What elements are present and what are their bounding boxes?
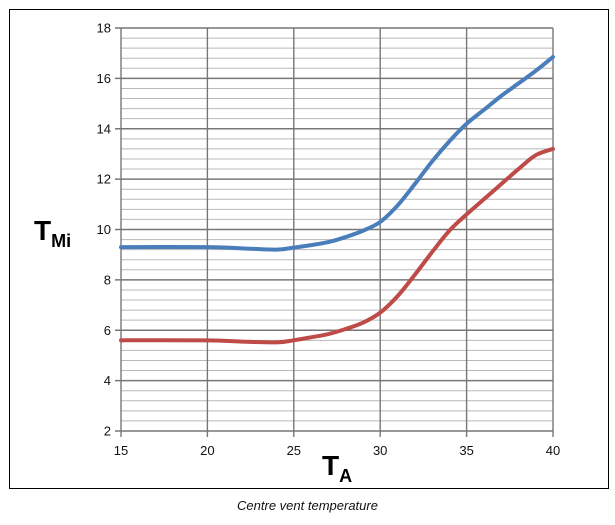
- y-axis-title-subscript: Mi: [51, 231, 71, 251]
- y-tick-label: 4: [104, 373, 111, 388]
- x-axis-title-main: T: [322, 450, 339, 481]
- series-line-2: [119, 146, 555, 345]
- y-tick-label: 12: [97, 172, 111, 187]
- x-axis-title: TA: [322, 450, 352, 486]
- y-axis-title-main: T: [34, 215, 51, 246]
- major-gridlines: [115, 27, 554, 437]
- x-tick-label: 15: [114, 443, 128, 458]
- minor-gridlines: [121, 37, 553, 422]
- x-tick-label: 40: [546, 443, 560, 458]
- y-axis-title: TMi: [34, 215, 71, 251]
- y-tick-label: 14: [97, 121, 111, 136]
- y-tick-label: 6: [104, 323, 111, 338]
- x-tick-label: 35: [459, 443, 473, 458]
- y-tick-label: 18: [97, 21, 111, 36]
- series-line-1: [119, 54, 555, 252]
- x-axis-title-subscript: A: [339, 466, 352, 486]
- x-tick-label: 30: [373, 443, 387, 458]
- y-tick-label: 2: [104, 424, 111, 439]
- y-tick-labels: 2 4 6 8 10 12 14 16 18: [97, 21, 111, 439]
- x-tick-label: 25: [287, 443, 301, 458]
- y-tick-label: 16: [97, 71, 111, 86]
- chart-frame: 15 20 25 30 35 40 2 4 6 8 10 12 14 16 18 TMi TA: [9, 9, 609, 489]
- x-tick-labels: 15 20 25 30 35 40: [114, 443, 560, 458]
- series-layer: [119, 54, 555, 345]
- chart-caption: Centre vent temperature: [237, 498, 378, 513]
- y-tick-label: 10: [97, 222, 111, 237]
- y-tick-label: 8: [104, 272, 111, 287]
- x-tick-label: 20: [200, 443, 214, 458]
